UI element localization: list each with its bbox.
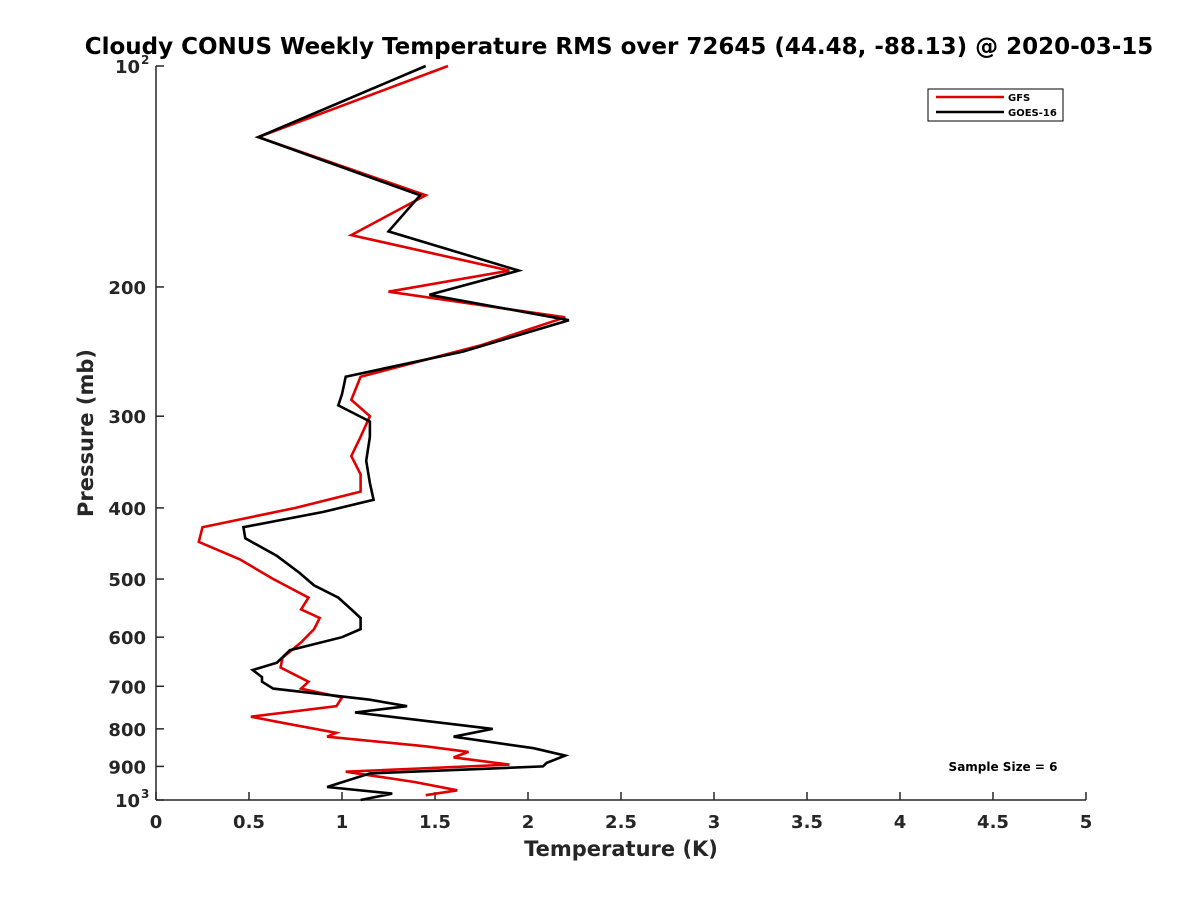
x-tick-label: 1.5	[419, 812, 451, 833]
y-tick-label: 400	[108, 499, 146, 520]
legend-box	[927, 88, 1064, 122]
x-tick-label: 3	[708, 812, 721, 833]
y-tick-label: 600	[108, 628, 146, 649]
x-tick-label: 0	[150, 812, 163, 833]
y-tick-label: 500	[108, 570, 146, 591]
y-tick-label: 10	[115, 791, 140, 812]
x-tick-label: 1	[336, 812, 349, 833]
chart-title: Cloudy CONUS Weekly Temperature RMS over…	[85, 34, 1154, 60]
x-tick-label: 5	[1080, 812, 1093, 833]
x-tick-label: 0.5	[233, 812, 265, 833]
x-tick-label: 2	[522, 812, 535, 833]
x-tick-group: 0 0.5 1 1.5 2 2.5 3 3.5 4 4.5 5	[150, 792, 1093, 833]
x-tick-label: 4.5	[977, 812, 1009, 833]
y-tick-exponent: 2	[141, 53, 149, 67]
x-tick-label: 2.5	[605, 812, 637, 833]
legend-label-gfs: GFS	[1008, 93, 1030, 104]
y-tick-label: 300	[108, 407, 146, 428]
legend-label-goes16: GOES-16	[1008, 108, 1057, 119]
y-tick-label: 900	[108, 757, 146, 778]
series-line-goes16	[241, 64, 570, 802]
y-tick-label: 200	[108, 278, 146, 299]
x-tick-label: 4	[894, 812, 907, 833]
y-tick-label: 700	[108, 677, 146, 698]
y-tick-exponent: 3	[141, 787, 149, 801]
y-tick-label: 10	[115, 57, 140, 78]
y-axis-label: Pressure (mb)	[74, 349, 98, 517]
x-tick-label: 3.5	[791, 812, 823, 833]
sample-size-annotation: Sample Size = 6	[949, 760, 1058, 774]
legend: GFS GOES-16	[927, 88, 1064, 122]
y-tick-label: 800	[108, 720, 146, 741]
series-lines	[197, 64, 570, 802]
x-axis-label: Temperature (K)	[524, 837, 718, 861]
